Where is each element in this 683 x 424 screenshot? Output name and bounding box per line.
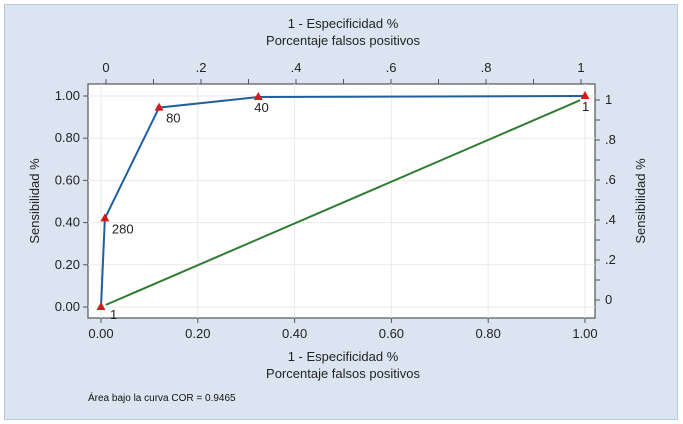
right-tick-label: .4 [605, 212, 616, 227]
top-tick-label: .8 [481, 60, 492, 75]
right-tick-label: 1 [605, 92, 612, 107]
y-tick-label-left: 0.80 [55, 130, 80, 145]
right-tick-label: .2 [605, 252, 616, 267]
right-tick-label: .6 [605, 172, 616, 187]
top-tick-label: .6 [386, 60, 397, 75]
right-tick-label: .8 [605, 132, 616, 147]
roc-point-marker [253, 92, 263, 101]
top-axis-title: 1 - Especificidad % [288, 16, 399, 31]
right-tick-label: 0 [605, 292, 612, 307]
y-axis-title-left: Sensibilidad % [27, 158, 42, 244]
roc-point-marker [96, 302, 106, 310]
roc-point-label: 280 [112, 221, 134, 236]
auc-annotation: Área bajo la curva COR = 0.9465 [88, 393, 236, 404]
y-tick-label-left: 0.40 [55, 215, 80, 230]
roc-point-label: 1 [110, 307, 117, 322]
x-tick-label: 1.00 [572, 326, 597, 341]
plot-area [87, 83, 596, 319]
x-tick-label: 0.40 [282, 326, 307, 341]
y-tick-label-left: 0.20 [55, 257, 80, 272]
y-tick-label-left: 1.00 [55, 88, 80, 103]
x-tick-label: 0.80 [476, 326, 501, 341]
x-tick-label: 0.60 [379, 326, 404, 341]
roc-point-label: 40 [254, 100, 268, 115]
roc-point-label: 80 [166, 111, 180, 126]
top-tick-label: .4 [291, 60, 302, 75]
y-tick-label-left: 0.60 [55, 172, 80, 187]
x-axis-subtitle: Porcentaje falsos positivos [266, 366, 420, 381]
roc-point-marker [154, 102, 164, 111]
top-tick-label: 0 [102, 60, 109, 75]
y-axis-title-right: Sensibilidad % [633, 158, 648, 244]
x-tick-label: 0.00 [88, 326, 113, 341]
x-axis-title: 1 - Especificidad % [288, 349, 399, 364]
top-tick-label: 1 [577, 60, 584, 75]
top-tick-label: .2 [196, 60, 207, 75]
roc-point-marker [100, 213, 110, 222]
top-axis-subtitle: Porcentaje falsos positivos [266, 33, 420, 48]
roc-point-marker [580, 91, 590, 99]
reference-line [105, 99, 581, 306]
roc-point-label: 1 [582, 99, 589, 114]
x-tick-label: 0.20 [185, 326, 210, 341]
y-tick-label-left: 0.00 [55, 299, 80, 314]
